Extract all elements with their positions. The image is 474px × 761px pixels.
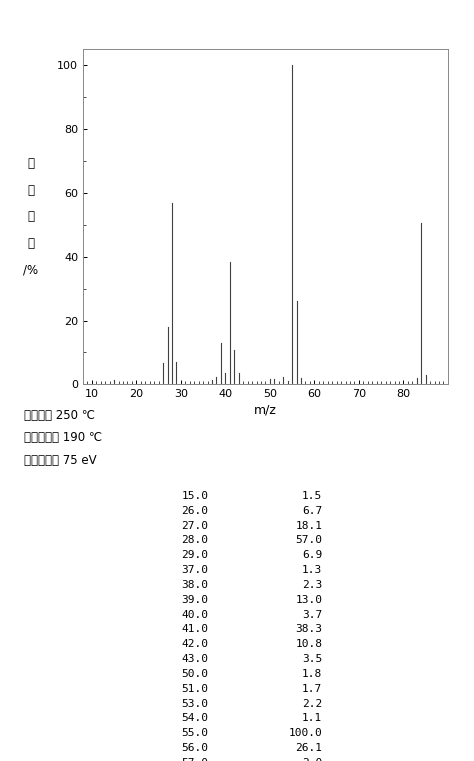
Text: 样品温度： 190 ℃: 样品温度： 190 ℃ [24, 431, 102, 444]
Text: 1.8: 1.8 [302, 669, 322, 679]
Text: 1.3: 1.3 [302, 565, 322, 575]
Text: 40.0: 40.0 [182, 610, 209, 619]
Text: 3.7: 3.7 [302, 610, 322, 619]
Text: 电子能量： 75 eV: 电子能量： 75 eV [24, 454, 96, 467]
Text: 39.0: 39.0 [182, 595, 209, 605]
Text: 27.0: 27.0 [182, 521, 209, 530]
Text: 54.0: 54.0 [182, 714, 209, 724]
Text: 57.0: 57.0 [295, 536, 322, 546]
Text: 1.7: 1.7 [302, 683, 322, 694]
Text: 1.1: 1.1 [302, 714, 322, 724]
Text: 43.0: 43.0 [182, 654, 209, 664]
Text: 源温度： 250 ℃: 源温度： 250 ℃ [24, 409, 95, 422]
Text: 2.0: 2.0 [302, 758, 322, 761]
Text: 3.5: 3.5 [302, 654, 322, 664]
Text: 26.1: 26.1 [295, 743, 322, 753]
Text: 强: 强 [27, 210, 34, 224]
Text: 57.0: 57.0 [182, 758, 209, 761]
Text: 53.0: 53.0 [182, 699, 209, 708]
Text: 6.9: 6.9 [302, 550, 322, 560]
Text: 100.0: 100.0 [289, 728, 322, 738]
Text: 10.8: 10.8 [295, 639, 322, 649]
Text: 38.3: 38.3 [295, 624, 322, 635]
Text: 29.0: 29.0 [182, 550, 209, 560]
X-axis label: m/z: m/z [254, 403, 277, 416]
Text: 度: 度 [27, 237, 34, 250]
Text: 41.0: 41.0 [182, 624, 209, 635]
Text: 相: 相 [27, 157, 34, 170]
Text: 56.0: 56.0 [182, 743, 209, 753]
Text: 37.0: 37.0 [182, 565, 209, 575]
Text: 15.0: 15.0 [182, 491, 209, 501]
Text: 26.0: 26.0 [182, 506, 209, 516]
Text: 18.1: 18.1 [295, 521, 322, 530]
Text: 6.7: 6.7 [302, 506, 322, 516]
Text: 51.0: 51.0 [182, 683, 209, 694]
Text: 2.3: 2.3 [302, 580, 322, 590]
Text: 50.0: 50.0 [182, 669, 209, 679]
Text: /%: /% [23, 263, 38, 277]
Text: 对: 对 [27, 183, 34, 197]
Text: 55.0: 55.0 [182, 728, 209, 738]
Text: 42.0: 42.0 [182, 639, 209, 649]
Text: 13.0: 13.0 [295, 595, 322, 605]
Text: 28.0: 28.0 [182, 536, 209, 546]
Text: 2.2: 2.2 [302, 699, 322, 708]
Text: 38.0: 38.0 [182, 580, 209, 590]
Text: 1.5: 1.5 [302, 491, 322, 501]
